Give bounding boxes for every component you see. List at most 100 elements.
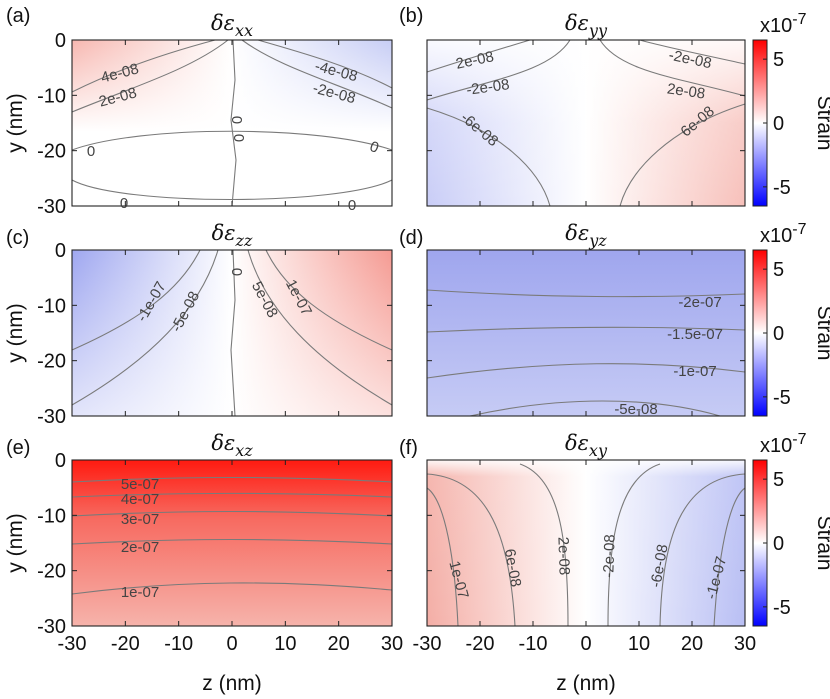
contour-c-neg5e-08 — [71, 249, 219, 406]
colorbar-label: Strain — [813, 96, 830, 151]
contour-label: 0 — [229, 268, 246, 276]
contour-a-zero-center — [230, 39, 237, 207]
contour-label: 2e-07 — [121, 539, 159, 556]
x-axis-label: z (nm) — [556, 672, 616, 695]
contour-a-neg4e-08 — [257, 39, 393, 89]
colorbar-tick-label: 5 — [773, 49, 784, 71]
panel-label-b: (b) — [399, 5, 423, 27]
colorbar-exponent: x10-7 — [760, 431, 807, 457]
xtick-label: 30 — [734, 633, 756, 655]
contour-b-2e-08-right — [599, 39, 746, 97]
colorbar-label: Strain — [813, 306, 830, 361]
contour-f-neg6e-08 — [659, 473, 746, 627]
xtick-label: -20 — [111, 633, 140, 655]
contour-e-5e-07 — [71, 476, 393, 483]
contour-label: 0 — [120, 195, 128, 212]
colorbar-tick-label: -5 — [773, 387, 791, 409]
panel-f — [426, 459, 746, 627]
panel-a — [71, 39, 393, 207]
ytick-label: -10 — [37, 505, 66, 527]
contour-label: -1e-07 — [673, 363, 716, 380]
contour-label: 0 — [87, 143, 95, 160]
contour-a-2e-08 — [71, 39, 229, 113]
colorbar-exponent: x10-7 — [760, 11, 807, 37]
contour-d-neg2e-07 — [426, 289, 746, 298]
contour-d-neg5e-08 — [469, 400, 721, 417]
contour-d-neg1.5e-07 — [426, 326, 746, 333]
contour-c-zero — [230, 249, 236, 417]
ytick-label: 0 — [55, 240, 66, 262]
contour-f-6e-08 — [426, 473, 516, 627]
y-axis-label: y (nm) — [4, 513, 27, 573]
panel-label-e: (e) — [6, 437, 30, 459]
contour-f-neg2e-08 — [607, 463, 661, 627]
ytick-label: 0 — [55, 30, 66, 52]
contour-label: -1.5e-07 — [667, 326, 723, 343]
panel-title-b: δεyy — [565, 11, 608, 40]
contour-e-4e-07 — [71, 492, 393, 498]
panel-d — [426, 249, 746, 417]
ytick-label: -20 — [37, 351, 66, 373]
contour-b-6e-08 — [619, 103, 746, 207]
contour-e-3e-07 — [71, 510, 393, 517]
contour-e-1e-07 — [71, 582, 393, 595]
panel-label-d: (d) — [399, 227, 423, 249]
colorbar-tick-label: 5 — [773, 469, 784, 491]
ytick-label: -30 — [37, 406, 66, 428]
xtick-label: 30 — [381, 633, 403, 655]
contour-label: 0 — [231, 134, 248, 142]
y-axis-label: y (nm) — [4, 303, 27, 363]
contour-a-zero-loop — [71, 130, 393, 151]
panel-label-c: (c) — [6, 227, 29, 249]
contour-label: 0 — [229, 116, 246, 124]
colorbar-tick-label: 0 — [773, 533, 784, 555]
colorbar-tick-label: 5 — [773, 259, 784, 281]
contour-label: -2e-08 — [465, 76, 510, 99]
ytick-label: -20 — [37, 561, 66, 583]
colorbar-exponent: x10-7 — [760, 221, 807, 247]
xtick-label: -30 — [413, 633, 442, 655]
panel-c — [71, 249, 393, 417]
contour-label: 2e-08 — [666, 80, 706, 102]
contour-b-neg2e-08-right — [639, 39, 746, 65]
x-axis-label: z (nm) — [202, 672, 262, 695]
xtick-label: 20 — [681, 633, 703, 655]
colorbar-tick-label: 0 — [773, 323, 784, 345]
y-axis-label: y (nm) — [4, 93, 27, 153]
xtick-label: -30 — [58, 633, 87, 655]
contour-label: 5e-07 — [121, 476, 159, 493]
ytick-label: 0 — [55, 450, 66, 472]
colorbar-tick-label: -5 — [773, 597, 791, 619]
contour-label: -2e-07 — [678, 294, 721, 311]
ytick-label: -20 — [37, 141, 66, 163]
panel-title-a: δεxx — [211, 11, 253, 40]
contour-label: 3e-07 — [121, 511, 159, 528]
ytick-label: -10 — [37, 295, 66, 317]
contour-a-zero-loop-bottom — [71, 179, 393, 200]
contour-label: -2e-08 — [600, 534, 619, 578]
contour-f-neg1e-07 — [713, 487, 746, 627]
colorbar-label: Strain — [813, 516, 830, 571]
dynamic-layer: (a) δεxx0-10-20-304e-082e-08-4e-08-2e-080… — [4, 5, 830, 695]
contour-b-2e-08-left — [426, 39, 531, 73]
heatmap-d — [427, 250, 745, 416]
ytick-label: -30 — [37, 616, 66, 638]
contour-d-neg1e-07 — [426, 363, 746, 379]
xtick-label: -10 — [164, 633, 193, 655]
colorbar-tick-label: 0 — [773, 113, 784, 135]
contour-label: -5e-08 — [614, 401, 657, 418]
xtick-label: 10 — [274, 633, 296, 655]
xtick-label: 10 — [628, 633, 650, 655]
contour-a-neg2e-08 — [241, 39, 393, 109]
contour-c-5e-08 — [247, 249, 393, 406]
heatmap-a-fade — [72, 40, 392, 206]
contour-label: 2e-08 — [554, 537, 572, 576]
contour-c-neg1e-07 — [71, 249, 201, 351]
xtick-label: 20 — [328, 633, 350, 655]
ytick-label: -30 — [37, 196, 66, 218]
panel-label-f: (f) — [399, 437, 418, 459]
xtick-label: 0 — [226, 633, 237, 655]
panel-e — [71, 459, 393, 627]
xtick-label: -20 — [466, 633, 495, 655]
